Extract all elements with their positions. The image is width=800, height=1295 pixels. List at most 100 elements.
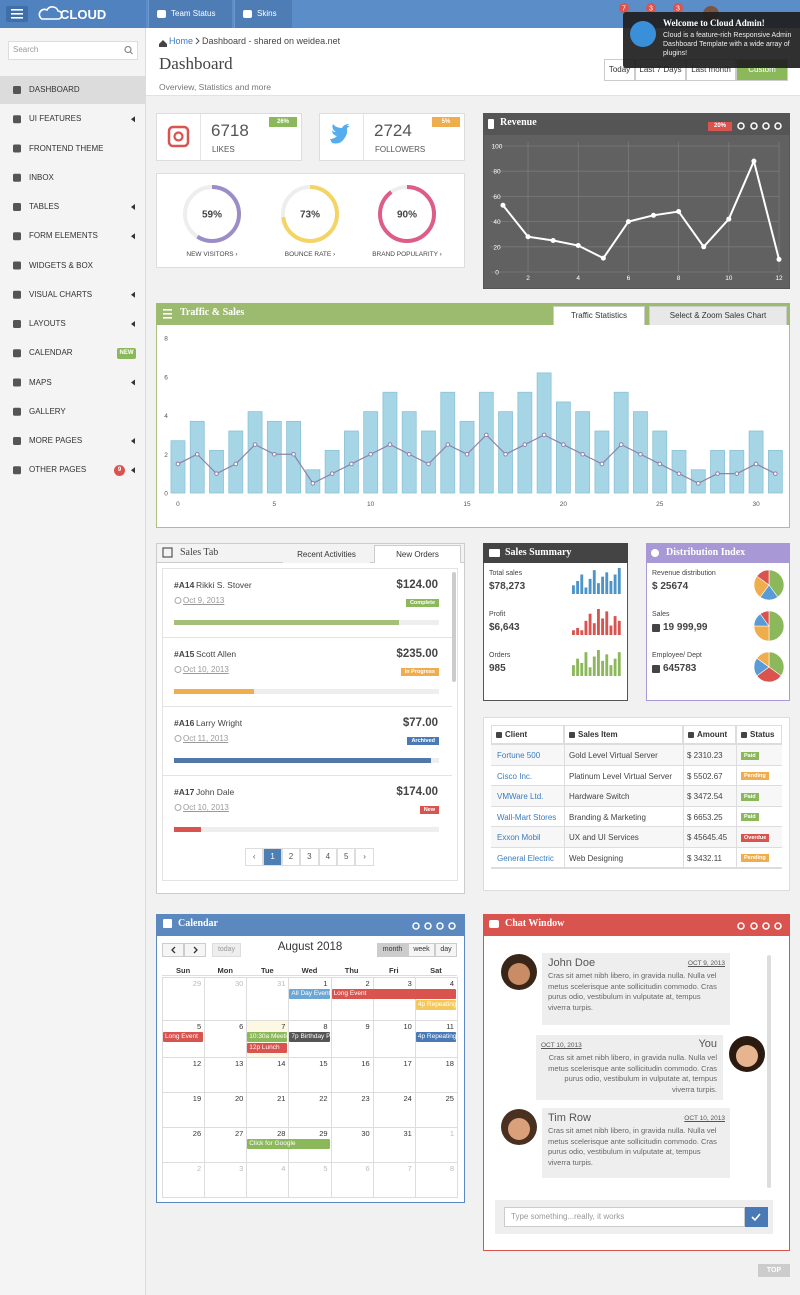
sidebar-item[interactable] (0, 76, 146, 104)
table-header-cell (736, 725, 782, 745)
chat-date: OCT 10, 2013 (541, 1042, 582, 1049)
sidebar-item-label[interactable]: CALENDAR (29, 348, 73, 358)
table-col-line (736, 806, 737, 827)
chat-date: OCT 9, 2013 (687, 960, 725, 967)
sidebar-item-label[interactable]: DASHBOARD (29, 85, 80, 94)
calendar-day: 1 (323, 979, 328, 988)
sidebar-item-label[interactable]: OTHER PAGES (29, 465, 87, 475)
sidebar-item[interactable] (0, 310, 146, 338)
calendar-event[interactable]: 4p Repeating Event (415, 1000, 456, 1010)
calendar-event[interactable]: Long Event (163, 1032, 204, 1042)
sidebar-item-label[interactable]: MORE PAGES (29, 436, 83, 445)
table-client[interactable]: Cisco Inc. (497, 771, 533, 781)
revenue-title: Revenue (500, 117, 537, 128)
calendar-today-button[interactable]: today (212, 943, 241, 957)
pagination-item[interactable]: 4 (318, 848, 337, 866)
weekday: Sat (430, 966, 442, 975)
calendar-event[interactable]: 10:30a Meeting (247, 1032, 288, 1042)
page-subtitle: Overview, Statistics and more (159, 82, 271, 92)
calendar-day: 4 (281, 1164, 286, 1173)
sidebar-item-label[interactable]: WIDGETS & BOX (29, 260, 94, 270)
sidebar-item[interactable] (0, 164, 146, 192)
menu-toggle[interactable] (6, 6, 28, 22)
table-status: Pending (741, 854, 769, 862)
calendar-day: 13 (234, 1059, 244, 1068)
pagination-item[interactable]: ‹ (245, 848, 264, 866)
calendar-view-button[interactable]: day (435, 943, 457, 957)
calendar-cell[interactable] (414, 1162, 458, 1198)
calendar-day: 15 (319, 1059, 328, 1068)
pagination-item[interactable]: 1 (263, 848, 282, 866)
calendar-day: 4 (449, 979, 454, 988)
sidebar-item-label[interactable]: FORM ELEMENTS (29, 231, 98, 241)
calendar-day: 22 (319, 1094, 328, 1103)
calendar-day: 23 (361, 1094, 370, 1103)
chat-header (483, 914, 790, 936)
chat-input[interactable] (504, 1207, 745, 1227)
table-col-line (683, 806, 684, 827)
breadcrumb-home[interactable]: Home (169, 36, 194, 46)
sidebar-item-label[interactable]: LAYOUTS (29, 319, 66, 328)
nav-menu-label[interactable]: Skins (257, 9, 277, 18)
sidebar-item[interactable] (0, 193, 146, 221)
sidebar-item-label[interactable]: VISUAL CHARTS (29, 289, 93, 299)
sidebar (0, 28, 146, 1295)
back-to-top[interactable]: TOP (758, 1264, 790, 1277)
page-title: Dashboard (159, 54, 233, 73)
sales-tab-tab[interactable]: Recent Activities (283, 545, 370, 563)
calendar-prev[interactable] (162, 943, 184, 957)
chat-send-button[interactable] (745, 1207, 768, 1227)
pagination-item[interactable]: 5 (337, 848, 356, 866)
sidebar-item[interactable] (0, 369, 146, 397)
sidebar-item-label[interactable]: TABLES (29, 202, 60, 211)
table-col-line (736, 847, 737, 868)
calendar-day: 7 (281, 1022, 286, 1031)
table-client[interactable]: VMWare Ltd. (497, 792, 544, 801)
sidebar-item[interactable] (0, 398, 146, 426)
distribution-title: Distribution Index (666, 547, 746, 558)
order-date: Oct 10, 2013 (183, 665, 229, 674)
sidebar-item-label[interactable]: MAPS (29, 377, 52, 387)
search-box[interactable] (8, 41, 138, 60)
calendar-day: 16 (361, 1059, 370, 1068)
sidebar-item-label[interactable]: GALLERY (29, 406, 66, 416)
nav-menu-label[interactable]: Team Status (171, 9, 216, 18)
order-name: Scott Allen (196, 649, 237, 659)
table-item: Web Designing (569, 853, 624, 863)
calendar-event[interactable]: 7p Birthday Party (289, 1032, 330, 1042)
pagination-item[interactable]: 3 (300, 848, 319, 866)
table-client[interactable]: Fortune 500 (497, 751, 541, 760)
calendar-day: 18 (445, 1059, 454, 1068)
sidebar-item-label[interactable]: FRONTEND THEME (29, 143, 104, 153)
order-status: Archived (407, 737, 439, 745)
calendar-day: 8 (449, 1164, 454, 1173)
table-client[interactable]: Wall-Mart Stores (497, 812, 557, 822)
calendar-event[interactable]: 4p Repeating Event (415, 1032, 456, 1042)
pagination-item[interactable]: 2 (281, 848, 301, 866)
calendar-view-button[interactable]: week (408, 943, 435, 957)
table-client[interactable]: Exxon Mobil (497, 833, 541, 842)
calendar-event[interactable]: 12p Lunch (247, 1043, 288, 1053)
calendar-event[interactable]: Long Event (331, 989, 456, 999)
calendar-event[interactable]: Click for Google (247, 1139, 330, 1149)
order-name: John Dale (196, 787, 235, 797)
calendar-next[interactable] (184, 943, 206, 957)
table-client[interactable]: General Electric (497, 853, 554, 863)
calendar-day: 2 (365, 979, 370, 988)
traffic-tab[interactable]: Traffic Statistics (553, 306, 645, 325)
sales-tab-tab[interactable]: New Orders (374, 545, 461, 563)
brand-name: CLOUD (60, 7, 107, 22)
calendar-day: 29 (192, 979, 202, 988)
sidebar-item-label[interactable]: INBOX (29, 172, 54, 182)
table-col-line (564, 745, 565, 766)
table-col-line (683, 745, 684, 766)
social-value: 6718 (211, 121, 249, 140)
calendar-event[interactable]: All Day Event (289, 989, 330, 999)
chat-scrollbar (767, 955, 771, 1188)
sidebar-item-label[interactable]: UI FEATURES (29, 114, 82, 124)
traffic-tab[interactable]: Select & Zoom Sales Chart (649, 306, 787, 325)
table-col-line (736, 745, 737, 766)
order-id: #A16 (174, 718, 195, 728)
pagination-item[interactable]: › (355, 848, 374, 866)
calendar-view-button[interactable]: month (377, 943, 408, 957)
